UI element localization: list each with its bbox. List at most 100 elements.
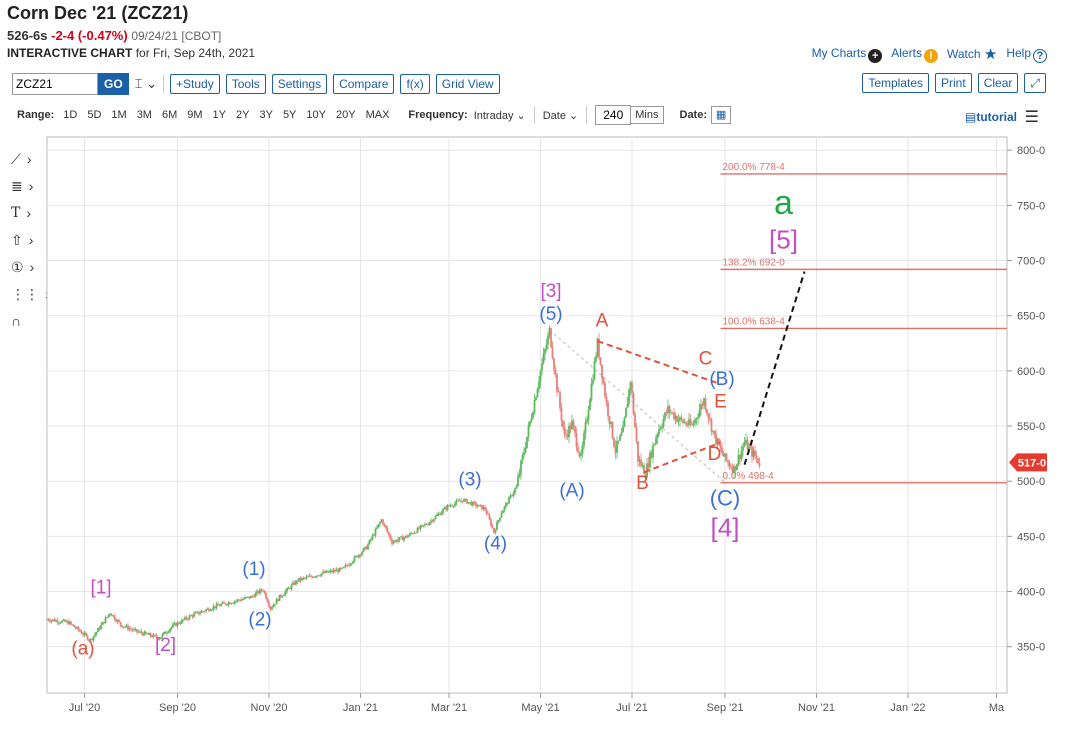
candle-body <box>620 432 623 436</box>
alerts-link[interactable]: Alerts! <box>891 46 938 63</box>
print-button[interactable]: Print <box>935 73 972 93</box>
frequency-select[interactable]: Intraday ⌄ <box>474 109 526 122</box>
range-option[interactable]: 20Y <box>335 109 356 121</box>
candle-body <box>530 418 533 422</box>
candle-body <box>172 624 174 627</box>
candle-body <box>511 495 513 497</box>
magnet-tool[interactable]: ∩ <box>11 311 45 331</box>
candle-body <box>496 522 498 531</box>
candle-body <box>514 488 516 493</box>
arrow-tool[interactable]: ⇧ › <box>11 230 45 250</box>
range-option[interactable]: 2Y <box>236 109 250 121</box>
candle-body <box>734 465 737 471</box>
candle-body <box>191 615 194 617</box>
my-charts-link[interactable]: My Charts + <box>812 46 883 63</box>
clear-button[interactable]: Clear <box>977 73 1019 93</box>
candle-body <box>425 524 428 526</box>
text-tool[interactable]: T › <box>11 203 45 223</box>
candle-body <box>136 629 138 632</box>
candle-body <box>115 619 117 622</box>
line-tool[interactable]: ⟋ › <box>11 149 45 169</box>
go-button[interactable]: GO <box>98 73 129 95</box>
candle-body <box>82 633 84 635</box>
range-option[interactable]: 1M <box>111 109 127 121</box>
candle-body <box>139 631 141 633</box>
candle-body <box>505 503 507 507</box>
symbol-input[interactable] <box>12 73 98 95</box>
candle-body <box>538 381 540 390</box>
candle-body <box>451 505 453 507</box>
range-option[interactable]: 3Y <box>259 109 273 121</box>
settings-button[interactable]: Settings <box>271 74 328 94</box>
candle-body <box>617 440 620 442</box>
candle-body <box>703 398 705 406</box>
date-select[interactable]: Date ⌄ <box>543 109 579 122</box>
candle-body <box>463 499 465 502</box>
fib-tool[interactable]: ≣ › <box>11 176 45 196</box>
last-price-label: 517-0 <box>1018 457 1046 469</box>
candle-body <box>349 564 351 566</box>
help-label: Help <box>1006 45 1031 60</box>
candle-body <box>439 513 441 516</box>
templates-button[interactable]: Templates <box>862 73 930 93</box>
candle-body <box>253 596 255 598</box>
wave-label: [2] <box>155 635 176 656</box>
compare-button[interactable]: Compare <box>333 74 395 94</box>
grid-view-button[interactable]: Grid View <box>435 74 500 94</box>
candle-body <box>709 418 711 420</box>
interval-input[interactable] <box>595 105 632 125</box>
wave-label: (C) <box>710 485 741 510</box>
candle-body <box>430 520 432 523</box>
candle-body <box>517 476 519 486</box>
tutorial-link[interactable]: ▤tutorial <box>965 110 1017 124</box>
candle-body <box>376 527 378 529</box>
add-study-button[interactable]: +Study <box>170 74 220 94</box>
range-option[interactable]: MAX <box>365 109 390 121</box>
tools-button[interactable]: Tools <box>225 74 266 94</box>
help-link[interactable]: Help? <box>1006 46 1047 63</box>
range-option[interactable]: 9M <box>187 109 203 121</box>
candle-body <box>563 427 566 435</box>
candle-body <box>109 613 111 615</box>
fx-button[interactable]: f(x) <box>400 74 430 94</box>
candle-body <box>491 525 494 528</box>
range-option[interactable]: 1D <box>63 109 78 121</box>
candle-body <box>691 424 693 426</box>
range-option[interactable]: 5D <box>87 109 102 121</box>
candle-body <box>706 409 708 415</box>
candle-body <box>265 592 267 599</box>
candle-body <box>550 328 552 348</box>
range-option[interactable]: 6M <box>161 109 178 121</box>
circle-label-tool[interactable]: ① › <box>11 257 45 277</box>
candle-body <box>275 599 278 605</box>
candle-body <box>677 420 680 422</box>
range-option[interactable]: 5Y <box>282 109 297 121</box>
hamburger-menu-icon[interactable]: ☰ <box>1024 109 1039 126</box>
candle-body <box>316 575 318 577</box>
candle-body <box>641 464 644 466</box>
candle-body <box>215 603 218 608</box>
triangle-boundary-line <box>643 441 721 474</box>
bar-type-dropdown[interactable]: ⌶ ⌄ <box>135 76 157 92</box>
wave-label: C <box>699 348 713 369</box>
candle-body <box>454 503 456 507</box>
candle-body <box>167 631 170 633</box>
candle-body <box>200 611 203 613</box>
range-option[interactable]: 1Y <box>212 109 226 121</box>
expand-icon[interactable]: ⤢ <box>1024 73 1046 93</box>
calendar-icon[interactable]: ▦ <box>711 106 732 124</box>
candle-body <box>103 622 105 624</box>
range-option[interactable]: 10Y <box>306 109 326 121</box>
watch-link[interactable]: Watch ★ <box>947 45 997 63</box>
candle-body <box>283 594 285 596</box>
x-tick-label: Ma <box>989 702 1005 714</box>
candle-body <box>46 619 48 620</box>
range-option[interactable]: 3M <box>136 109 152 121</box>
candle-body <box>574 426 576 433</box>
candle-body <box>70 621 72 625</box>
candle-body <box>635 427 638 442</box>
candle-body <box>154 634 156 636</box>
candle-body <box>442 509 444 513</box>
candle-body <box>50 620 53 622</box>
